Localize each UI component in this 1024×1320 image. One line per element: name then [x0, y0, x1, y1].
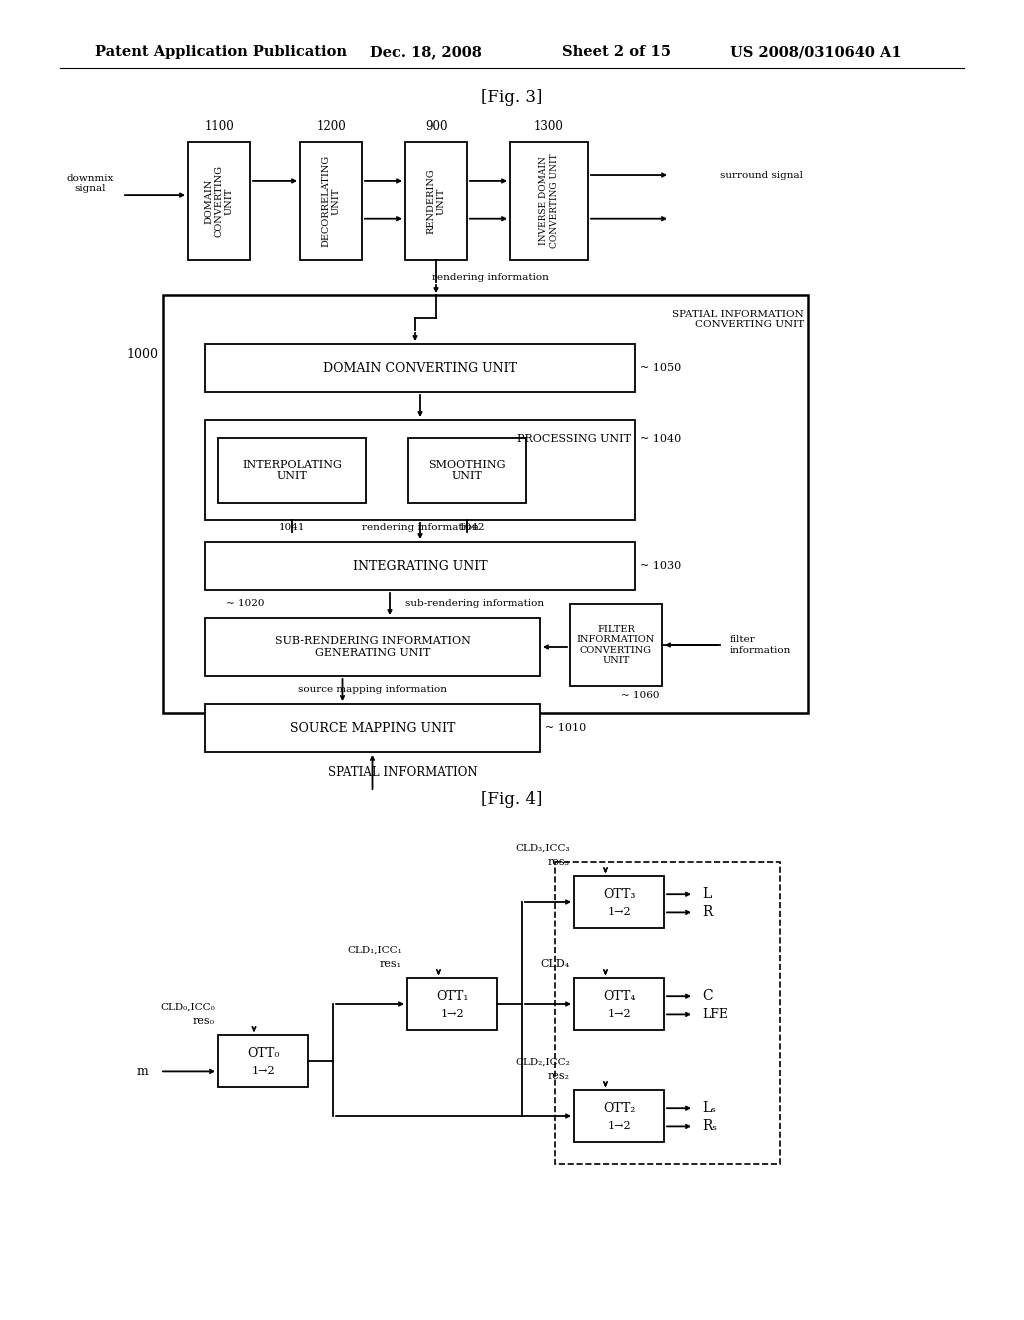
Text: 1041: 1041 [279, 524, 305, 532]
Text: DECORRELATING
UNIT: DECORRELATING UNIT [322, 154, 341, 247]
Text: Dec. 18, 2008: Dec. 18, 2008 [370, 45, 482, 59]
Bar [205, 420, 635, 520]
Bar [574, 876, 664, 928]
Text: 1→2: 1→2 [251, 1067, 274, 1076]
Text: ~ 1020: ~ 1020 [225, 599, 264, 609]
Text: ~ 1030: ~ 1030 [640, 561, 681, 572]
Text: CLD₂,ICC₂: CLD₂,ICC₂ [515, 1057, 570, 1067]
Bar [205, 543, 635, 590]
Text: surround signal: surround signal [720, 170, 803, 180]
Text: RENDERING
UNIT: RENDERING UNIT [426, 168, 445, 234]
Text: 1200: 1200 [316, 120, 346, 133]
Text: 1000: 1000 [126, 348, 158, 362]
Text: 1100: 1100 [204, 120, 233, 133]
Bar [555, 862, 780, 1164]
Text: CLD₁,ICC₁: CLD₁,ICC₁ [347, 945, 402, 954]
Text: SPATIAL INFORMATION
CONVERTING UNIT: SPATIAL INFORMATION CONVERTING UNIT [672, 310, 804, 330]
Text: C: C [702, 989, 713, 1003]
Text: OTT₃: OTT₃ [603, 888, 635, 900]
Bar [218, 438, 366, 503]
Text: res₁: res₁ [380, 960, 402, 969]
Text: ~ 1060: ~ 1060 [621, 692, 659, 701]
Text: INVERSE DOMAIN
CONVERTING UNIT: INVERSE DOMAIN CONVERTING UNIT [540, 153, 559, 248]
Text: INTEGRATING UNIT: INTEGRATING UNIT [352, 560, 487, 573]
Text: 900: 900 [425, 120, 447, 133]
Text: L: L [702, 887, 712, 902]
Text: INTERPOLATING
UNIT: INTERPOLATING UNIT [242, 459, 342, 482]
Text: ~ 1050: ~ 1050 [640, 363, 681, 374]
Bar [408, 438, 526, 503]
Text: [Fig. 4]: [Fig. 4] [481, 792, 543, 808]
Bar [163, 294, 808, 713]
Text: 1→2: 1→2 [440, 1010, 464, 1019]
Text: 1→2: 1→2 [607, 1122, 631, 1131]
Text: CLD₃,ICC₃: CLD₃,ICC₃ [515, 843, 570, 853]
Text: 1→2: 1→2 [607, 907, 631, 917]
Text: res₀: res₀ [193, 1016, 215, 1026]
Text: US 2008/0310640 A1: US 2008/0310640 A1 [730, 45, 901, 59]
Bar [205, 345, 635, 392]
Text: OTT₁: OTT₁ [436, 990, 468, 1003]
Text: 1300: 1300 [535, 120, 564, 133]
Text: Rₛ: Rₛ [702, 1119, 717, 1134]
Text: SMOOTHING
UNIT: SMOOTHING UNIT [428, 459, 506, 482]
Text: Patent Application Publication: Patent Application Publication [95, 45, 347, 59]
Text: res₂: res₂ [548, 1071, 570, 1081]
Text: CLD₄: CLD₄ [541, 960, 570, 969]
Bar [510, 143, 588, 260]
Text: OTT₀: OTT₀ [247, 1047, 280, 1060]
Text: [Fig. 3]: [Fig. 3] [481, 88, 543, 106]
Bar [188, 143, 250, 260]
Text: ~ 1040: ~ 1040 [640, 434, 681, 444]
Text: source mapping information: source mapping information [298, 685, 447, 694]
Text: FILTER
INFORMATION
CONVERTING
UNIT: FILTER INFORMATION CONVERTING UNIT [577, 624, 655, 665]
Text: downmix
signal: downmix signal [67, 174, 114, 193]
Bar [570, 605, 662, 686]
Text: DOMAIN
CONVERTING
UNIT: DOMAIN CONVERTING UNIT [204, 165, 233, 238]
Text: Lₛ: Lₛ [702, 1101, 716, 1115]
Text: 1042: 1042 [459, 524, 485, 532]
Bar [574, 1090, 664, 1142]
Text: rendering information: rendering information [361, 524, 478, 532]
Text: filter
information: filter information [730, 635, 792, 655]
Text: LFE: LFE [702, 1008, 728, 1020]
Text: PROCESSING UNIT: PROCESSING UNIT [517, 434, 631, 444]
Text: SUB-RENDERING INFORMATION
GENERATING UNIT: SUB-RENDERING INFORMATION GENERATING UNI… [274, 636, 470, 657]
Text: res₃: res₃ [548, 857, 570, 867]
Text: sub-rendering information: sub-rendering information [406, 599, 544, 609]
Text: SPATIAL INFORMATION: SPATIAL INFORMATION [328, 766, 477, 779]
Bar [407, 978, 497, 1030]
Bar [574, 978, 664, 1030]
Bar [205, 618, 540, 676]
Text: SOURCE MAPPING UNIT: SOURCE MAPPING UNIT [290, 722, 456, 734]
Text: DOMAIN CONVERTING UNIT: DOMAIN CONVERTING UNIT [323, 362, 517, 375]
Text: ~ 1010: ~ 1010 [545, 723, 587, 733]
Text: m: m [136, 1065, 148, 1078]
Text: 1→2: 1→2 [607, 1010, 631, 1019]
Text: CLD₀,ICC₀: CLD₀,ICC₀ [160, 1002, 215, 1011]
Bar [300, 143, 362, 260]
Text: R: R [702, 906, 713, 920]
Text: rendering information: rendering information [431, 273, 549, 282]
Bar [205, 704, 540, 752]
Bar [406, 143, 467, 260]
Text: OTT₂: OTT₂ [603, 1102, 635, 1114]
Text: OTT₄: OTT₄ [603, 990, 635, 1003]
Text: Sheet 2 of 15: Sheet 2 of 15 [562, 45, 671, 59]
Bar [218, 1035, 308, 1086]
